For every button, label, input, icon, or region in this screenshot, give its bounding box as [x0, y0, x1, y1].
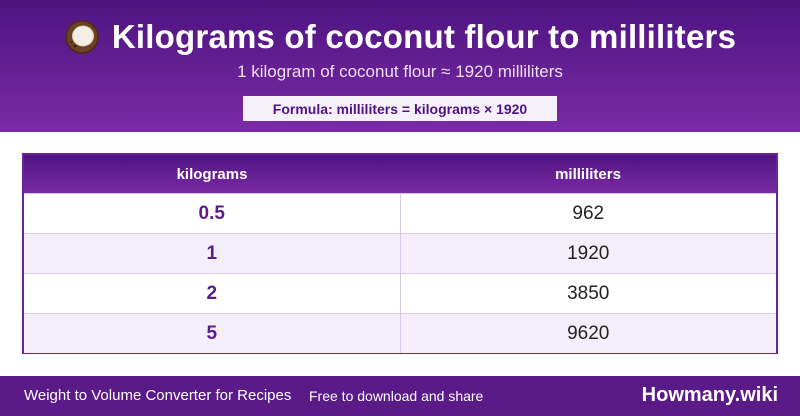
milliliters-cell: 1920 [567, 242, 610, 264]
table-row: 2 3850 [24, 273, 776, 313]
milliliters-cell: 3850 [567, 282, 610, 304]
table-row: 5 9620 [24, 313, 776, 353]
kilograms-cell: 1 [24, 234, 401, 273]
kilograms-cell: 0.5 [24, 194, 401, 233]
subtitle: 1 kilogram of coconut flour ≈ 1920 milli… [237, 62, 563, 81]
footer-tagline: Weight to Volume Converter for Recipes [24, 387, 292, 404]
table-row: 0.5 962 [24, 193, 776, 233]
conversion-table: kilograms milliliters 0.5 962 1 1920 2 3… [22, 153, 778, 354]
kilograms-cell: 5 [24, 314, 401, 353]
title-text: Kilograms of coconut flour to milliliter… [111, 18, 737, 55]
milliliters-cell: 9620 [567, 322, 610, 344]
column-header-milliliters: milliliters [555, 165, 621, 183]
header-banner: Kilograms of coconut flour to milliliter… [0, 0, 800, 132]
coconut-icon [64, 19, 100, 55]
table-row: 1 1920 [24, 233, 776, 273]
kilograms-cell: 2 [24, 274, 401, 313]
column-header-kilograms: kilograms [176, 165, 248, 183]
page-title: Kilograms of coconut flour to milliliter… [0, 14, 800, 60]
table-header: kilograms milliliters [24, 155, 776, 193]
formula-box: Formula: milliliters = kilograms × 1920 [243, 96, 557, 121]
footer-share-note: Free to download and share [309, 388, 484, 404]
milliliters-cell: 962 [572, 202, 605, 224]
brand-link[interactable]: Howmany.wiki [641, 384, 778, 406]
footer-bar: Weight to Volume Converter for Recipes F… [0, 376, 800, 416]
